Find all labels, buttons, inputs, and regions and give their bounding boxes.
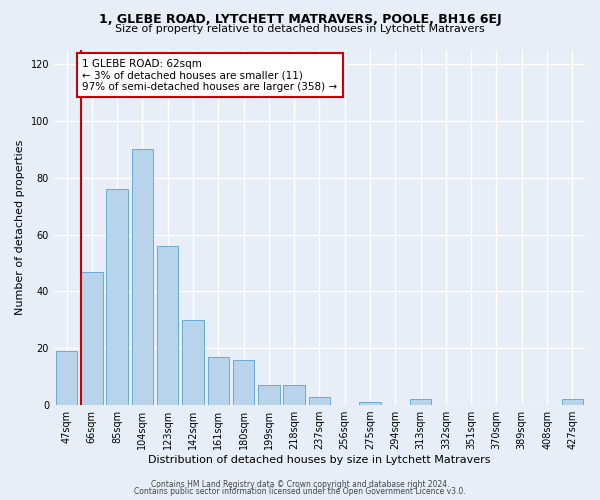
Text: Contains public sector information licensed under the Open Government Licence v3: Contains public sector information licen…	[134, 487, 466, 496]
Bar	[106, 189, 128, 405]
Bar	[562, 400, 583, 405]
Bar	[157, 246, 178, 405]
Text: Size of property relative to detached houses in Lytchett Matravers: Size of property relative to detached ho…	[115, 24, 485, 34]
Y-axis label: Number of detached properties: Number of detached properties	[15, 140, 25, 315]
Text: Contains HM Land Registry data © Crown copyright and database right 2024.: Contains HM Land Registry data © Crown c…	[151, 480, 449, 489]
Bar	[359, 402, 381, 405]
Text: 1 GLEBE ROAD: 62sqm
← 3% of detached houses are smaller (11)
97% of semi-detache: 1 GLEBE ROAD: 62sqm ← 3% of detached hou…	[82, 58, 337, 92]
Bar	[81, 272, 103, 405]
Text: 1, GLEBE ROAD, LYTCHETT MATRAVERS, POOLE, BH16 6EJ: 1, GLEBE ROAD, LYTCHETT MATRAVERS, POOLE…	[98, 12, 502, 26]
Bar	[208, 357, 229, 405]
Bar	[410, 400, 431, 405]
X-axis label: Distribution of detached houses by size in Lytchett Matravers: Distribution of detached houses by size …	[148, 455, 491, 465]
Bar	[258, 385, 280, 405]
Bar	[182, 320, 204, 405]
Bar	[309, 396, 330, 405]
Bar	[233, 360, 254, 405]
Bar	[56, 351, 77, 405]
Bar	[283, 385, 305, 405]
Bar	[131, 150, 153, 405]
